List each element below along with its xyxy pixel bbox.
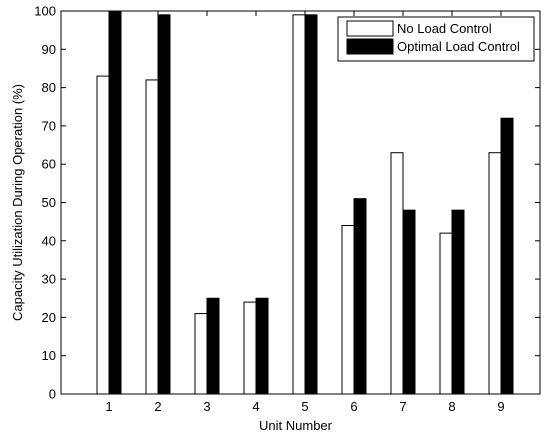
bar-no-load-control-unit-1 xyxy=(96,75,110,395)
y-axis: 0 10 20 30 40 50 60 70 80 90 100 xyxy=(34,4,540,402)
bar-optimal-load-control-unit-4 xyxy=(255,297,269,395)
bar-optimal-load-control-unit-2 xyxy=(157,14,171,395)
legend-label-no-load-control: No Load Control xyxy=(397,21,492,36)
bar-no-load-control-unit-4 xyxy=(243,301,257,395)
y-tick-label-90: 90 xyxy=(42,42,56,57)
bar-no-load-control-unit-2 xyxy=(145,79,159,395)
legend-swatch-optimal-load-control xyxy=(346,38,394,55)
legend: No Load Control Optimal Load Control xyxy=(337,16,535,62)
bar-optimal-load-control-unit-5 xyxy=(304,14,318,395)
x-tick-label-7: 7 xyxy=(399,399,406,414)
bar-optimal-load-control-unit-7 xyxy=(402,209,416,395)
bar-no-load-control-unit-3 xyxy=(194,313,208,395)
bars-group xyxy=(96,10,514,395)
x-tick-label-8: 8 xyxy=(448,399,455,414)
bar-optimal-load-control-unit-9 xyxy=(500,117,514,395)
y-tick-label-40: 40 xyxy=(42,233,56,248)
x-tick-label-1: 1 xyxy=(105,399,112,414)
y-tick-label-100: 100 xyxy=(34,4,56,19)
x-tick-label-3: 3 xyxy=(203,399,210,414)
x-tick-label-6: 6 xyxy=(350,399,357,414)
bar-no-load-control-unit-5 xyxy=(292,14,306,395)
x-tick-label-4: 4 xyxy=(252,399,259,414)
y-tick-label-80: 80 xyxy=(42,80,56,95)
bar-no-load-control-unit-7 xyxy=(390,152,404,395)
bar-optimal-load-control-unit-1 xyxy=(108,10,122,395)
y-tick-label-60: 60 xyxy=(42,157,56,172)
bar-no-load-control-unit-8 xyxy=(439,232,453,395)
bar-no-load-control-unit-9 xyxy=(488,152,502,395)
legend-swatch-no-load-control xyxy=(346,20,394,37)
y-tick-label-20: 20 xyxy=(42,310,56,325)
y-tick-label-0: 0 xyxy=(49,387,56,402)
bar-no-load-control-unit-6 xyxy=(341,224,355,395)
y-tick-label-50: 50 xyxy=(42,195,56,210)
bar-optimal-load-control-unit-3 xyxy=(206,297,220,395)
x-tick-label-5: 5 xyxy=(301,399,308,414)
bar-optimal-load-control-unit-6 xyxy=(353,198,367,395)
y-tick-label-10: 10 xyxy=(42,348,56,363)
x-axis-label: Unit Number xyxy=(259,418,333,433)
y-tick-label-30: 30 xyxy=(42,272,56,287)
y-tick-label-70: 70 xyxy=(42,118,56,133)
x-tick-label-9: 9 xyxy=(497,399,504,414)
bar-optimal-load-control-unit-8 xyxy=(451,209,465,395)
y-axis-label: Capacity Utilization During Operation (%… xyxy=(10,84,25,321)
x-axis: 1 2 3 4 5 6 7 8 9 xyxy=(105,11,505,414)
x-tick-label-2: 2 xyxy=(154,399,161,414)
legend-label-optimal-load-control: Optimal Load Control xyxy=(397,39,520,54)
